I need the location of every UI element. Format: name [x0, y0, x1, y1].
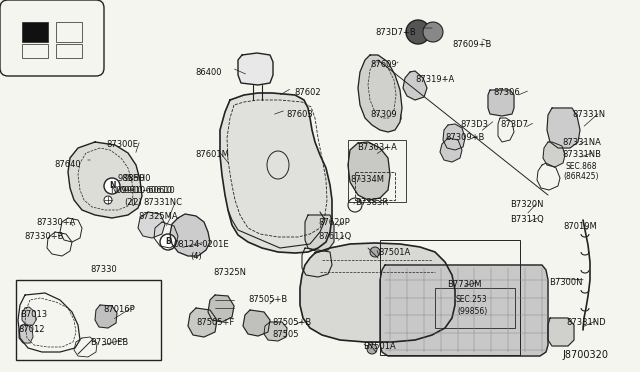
- Text: 87331NC: 87331NC: [143, 198, 182, 207]
- Polygon shape: [543, 142, 565, 167]
- Text: B7303+A: B7303+A: [357, 143, 397, 152]
- Text: 87300E: 87300E: [106, 140, 138, 149]
- Polygon shape: [238, 53, 273, 85]
- Text: 87501A: 87501A: [378, 248, 410, 257]
- Text: (2): (2): [130, 198, 141, 207]
- Bar: [348, 140, 406, 202]
- Text: 87331N: 87331N: [572, 110, 605, 119]
- Text: 87331ND: 87331ND: [566, 318, 605, 327]
- Polygon shape: [188, 308, 217, 337]
- Bar: [56, 22, 82, 42]
- Text: 87334M: 87334M: [350, 175, 384, 184]
- Polygon shape: [358, 55, 402, 132]
- Circle shape: [104, 196, 112, 204]
- Text: 86400: 86400: [195, 68, 221, 77]
- Text: 87331NA: 87331NA: [562, 138, 601, 147]
- Text: 87505+F: 87505+F: [196, 318, 234, 327]
- Text: 87331NB: 87331NB: [562, 150, 601, 159]
- Text: 87016P: 87016P: [103, 305, 135, 314]
- Text: 873D3: 873D3: [460, 120, 488, 129]
- Circle shape: [160, 234, 176, 250]
- Text: 87505+B: 87505+B: [248, 295, 287, 304]
- Polygon shape: [138, 212, 165, 238]
- Text: 87012: 87012: [18, 325, 45, 334]
- Text: 87609+B: 87609+B: [452, 40, 492, 49]
- Text: 08124-0201E: 08124-0201E: [173, 240, 228, 249]
- Text: 87309+B: 87309+B: [445, 133, 484, 142]
- Text: B: B: [165, 237, 171, 247]
- Text: 87325N: 87325N: [213, 268, 246, 277]
- Text: 87620P: 87620P: [318, 218, 349, 227]
- Text: B7383R: B7383R: [355, 198, 388, 207]
- Polygon shape: [220, 93, 332, 253]
- Polygon shape: [443, 124, 465, 150]
- Polygon shape: [22, 307, 36, 325]
- Text: B7300N: B7300N: [549, 278, 582, 287]
- Text: SEC.868: SEC.868: [565, 162, 596, 171]
- Polygon shape: [305, 215, 334, 252]
- Text: 87319+A: 87319+A: [415, 75, 454, 84]
- Text: B7013: B7013: [20, 310, 47, 319]
- Polygon shape: [68, 142, 142, 218]
- Text: N: N: [109, 182, 115, 190]
- Text: 985H0: 985H0: [118, 174, 145, 183]
- Circle shape: [406, 20, 430, 44]
- Text: 873D7: 873D7: [500, 120, 528, 129]
- Text: B7300EB: B7300EB: [90, 338, 128, 347]
- Text: B7320N: B7320N: [510, 200, 543, 209]
- Bar: [435, 288, 515, 328]
- Text: 87019M: 87019M: [563, 222, 596, 231]
- Text: 87505+B: 87505+B: [272, 318, 311, 327]
- Text: 87601M: 87601M: [195, 150, 229, 159]
- Text: 87330+A: 87330+A: [36, 218, 76, 227]
- Polygon shape: [440, 138, 462, 162]
- Text: 87603: 87603: [286, 110, 313, 119]
- Text: N09910-60610: N09910-60610: [110, 186, 172, 195]
- Text: 87609: 87609: [370, 60, 397, 69]
- Polygon shape: [95, 305, 117, 328]
- Polygon shape: [488, 90, 514, 116]
- Polygon shape: [264, 322, 287, 341]
- Circle shape: [370, 247, 380, 257]
- Bar: [22, 22, 48, 42]
- Bar: [380, 240, 520, 355]
- Polygon shape: [243, 310, 270, 336]
- Text: 87306: 87306: [493, 88, 520, 97]
- Text: 985H0: 985H0: [124, 174, 152, 183]
- Text: B7501A: B7501A: [363, 342, 396, 351]
- Circle shape: [423, 22, 443, 42]
- Polygon shape: [403, 71, 427, 100]
- Text: 87330+B: 87330+B: [24, 232, 63, 241]
- Text: (86R425): (86R425): [563, 172, 598, 181]
- Polygon shape: [547, 108, 580, 148]
- Text: (99856): (99856): [457, 307, 487, 316]
- Circle shape: [104, 178, 120, 194]
- Text: SEC.253: SEC.253: [455, 295, 486, 304]
- Text: (4): (4): [190, 252, 202, 261]
- Text: J8700320: J8700320: [562, 350, 608, 360]
- Polygon shape: [300, 243, 455, 342]
- Text: 87640: 87640: [54, 160, 81, 169]
- Text: 87325MA: 87325MA: [138, 212, 178, 221]
- Text: 87505: 87505: [272, 330, 298, 339]
- Circle shape: [367, 344, 377, 354]
- Bar: [16, 280, 161, 360]
- Polygon shape: [348, 142, 390, 200]
- Text: B7311Q: B7311Q: [510, 215, 544, 224]
- Bar: [22, 44, 48, 58]
- Text: 873D7+B: 873D7+B: [375, 28, 416, 37]
- Text: 87602: 87602: [294, 88, 321, 97]
- Text: 87330: 87330: [90, 265, 116, 274]
- Text: 87309: 87309: [370, 110, 397, 119]
- Text: B7730M: B7730M: [447, 280, 481, 289]
- Bar: [56, 44, 82, 58]
- Polygon shape: [380, 265, 548, 356]
- Polygon shape: [19, 324, 33, 343]
- Polygon shape: [548, 318, 574, 346]
- Text: (2): (2): [124, 198, 136, 207]
- Text: 09910-60610: 09910-60610: [120, 186, 176, 195]
- Polygon shape: [208, 295, 234, 322]
- Text: 87611Q: 87611Q: [318, 232, 351, 241]
- Polygon shape: [170, 214, 210, 256]
